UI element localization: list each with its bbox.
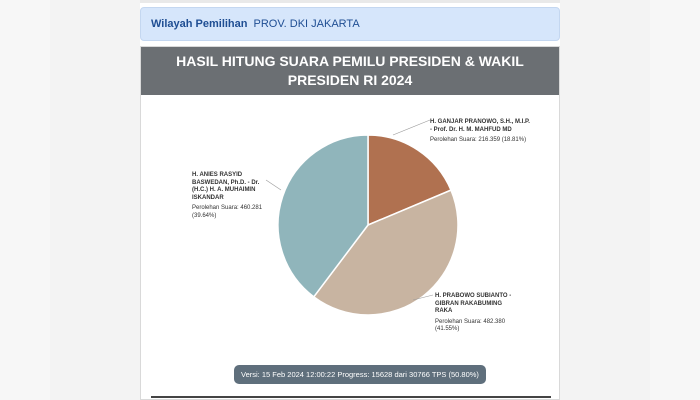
label-prabowo-votes: Perolehan Suara: 482.380 (41.55%)	[435, 318, 506, 333]
label-ganjar-name: H. GANJAR PRANOWO, S.H., M.I.P. - Prof. …	[430, 119, 530, 133]
left-margin	[0, 0, 50, 400]
label-ganjar: H. GANJAR PRANOWO, S.H., M.I.P. - Prof. …	[430, 119, 530, 145]
label-ganjar-votes: Perolehan Suara: 216.359 (18.81%)	[430, 137, 527, 143]
pie-chart: H. GANJAR PRANOWO, S.H., M.I.P. - Prof. …	[141, 95, 559, 365]
results-card: HASIL HITUNG SUARA PEMILU PRESIDEN & WAK…	[140, 46, 560, 400]
leader-line-ganjar	[392, 119, 431, 136]
label-anies-name: H. ANIES RASYID BASWEDAN, Ph.D. - Dr. (H…	[192, 172, 260, 201]
pie-chart-svg	[265, 119, 459, 316]
label-anies-votes: Perolehan Suara: 460.281 (39.64%)	[192, 205, 263, 219]
slice-anies	[277, 134, 369, 298]
slice-prabowo	[312, 189, 459, 316]
label-anies: H. ANIES RASYID BASWEDAN, Ph.D. - Dr. (H…	[192, 172, 264, 220]
region-label: Wilayah Pemilihan	[151, 18, 248, 30]
leader-line-anies	[265, 179, 282, 191]
region-value: PROV. DKI JAKARTA	[253, 18, 360, 30]
label-prabowo-name: H. PRABOWO SUBIANTO - GIBRAN RAKABUMING …	[435, 293, 512, 314]
label-prabowo: H. PRABOWO SUBIANTO - GIBRAN RAKABUMING …	[435, 293, 517, 334]
top-divider	[140, 0, 560, 3]
card-title: HASIL HITUNG SUARA PEMILU PRESIDEN & WAK…	[141, 47, 559, 95]
version-progress-badge: Versi: 15 Feb 2024 12:00:22 Progress: 15…	[234, 365, 486, 384]
results-page: Wilayah Pemilihan PROV. DKI JAKARTA HASI…	[140, 0, 560, 400]
bottom-divider	[151, 396, 551, 398]
region-bar: Wilayah Pemilihan PROV. DKI JAKARTA	[140, 7, 560, 41]
right-margin	[650, 0, 700, 400]
leader-line-prabowo	[412, 294, 434, 301]
slice-ganjar	[367, 134, 452, 227]
